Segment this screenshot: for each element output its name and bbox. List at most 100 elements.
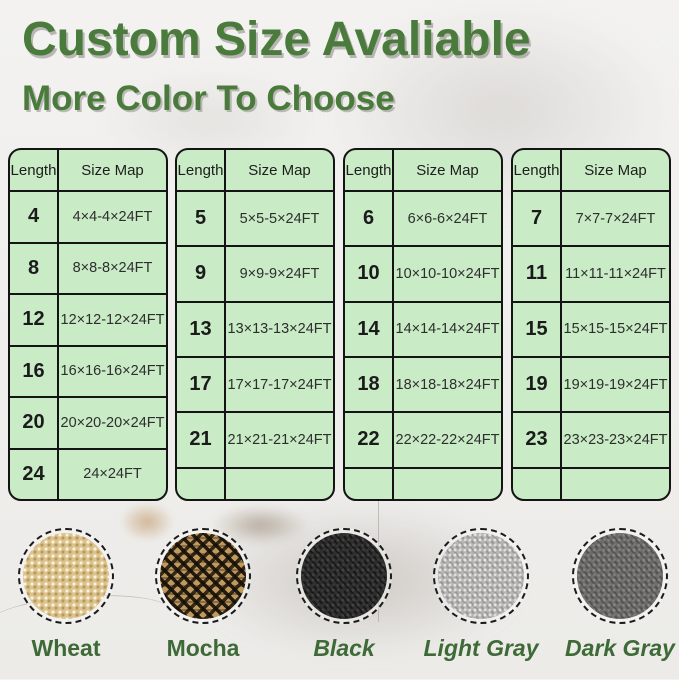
size-map-cell: 9×9-9×24FT bbox=[239, 265, 320, 282]
table-row: 12 12×12-12×24FT bbox=[10, 293, 166, 345]
table-row: 5 5×5-5×24FT bbox=[177, 190, 333, 246]
length-cell: 23 bbox=[513, 413, 562, 467]
size-table-4: Length Size Map 7 7×7-7×24FT 11 11×11-11… bbox=[511, 148, 671, 501]
table-header-row: Length Size Map bbox=[177, 150, 333, 190]
dashed-ring bbox=[18, 528, 114, 624]
table-row: 10 10×10-10×24FT bbox=[345, 245, 501, 301]
table-row: 21 21×21-21×24FT bbox=[177, 411, 333, 467]
swatch-mocha: Mocha bbox=[148, 528, 258, 662]
size-map-cell bbox=[226, 469, 333, 499]
size-map-cell: 21×21-21×24FT bbox=[227, 431, 332, 448]
col-header-size-map: Size Map bbox=[248, 161, 311, 179]
table-row: 24 24×24FT bbox=[10, 447, 166, 499]
size-map-cell: 4×4-4×24FT bbox=[72, 208, 153, 225]
size-map-cell: 23×23-23×24FT bbox=[563, 431, 668, 448]
size-map-cell: 22×22-22×24FT bbox=[395, 431, 500, 448]
length-cell: 19 bbox=[513, 357, 562, 412]
length-cell: 14 bbox=[345, 302, 394, 356]
col-header-length: Length bbox=[177, 150, 226, 190]
size-map-cell: 20×20-20×24FT bbox=[60, 414, 165, 431]
table-row-empty bbox=[177, 466, 333, 499]
length-cell: 4 bbox=[10, 192, 59, 242]
table-row: 4 4×4-4×24FT bbox=[10, 190, 166, 242]
wheat-fabric-sample bbox=[23, 533, 109, 619]
dashed-ring bbox=[433, 528, 529, 624]
length-cell: 6 bbox=[345, 192, 394, 246]
size-map-cell: 24×24FT bbox=[83, 466, 142, 483]
swatch-wheat: Wheat bbox=[11, 528, 121, 662]
col-header-size-map: Size Map bbox=[584, 161, 647, 179]
table-row: 7 7×7-7×24FT bbox=[513, 190, 669, 246]
length-cell: 15 bbox=[513, 302, 562, 356]
col-header-length: Length bbox=[513, 150, 562, 190]
mocha-fabric-sample bbox=[160, 533, 246, 619]
dashed-ring bbox=[155, 528, 251, 624]
size-map-cell bbox=[562, 469, 669, 499]
size-table-2: Length Size Map 5 5×5-5×24FT 9 9×9-9×24F… bbox=[175, 148, 335, 501]
swatch-dark-gray: Dark Gray bbox=[565, 528, 675, 662]
size-table-3: Length Size Map 6 6×6-6×24FT 10 10×10-10… bbox=[343, 148, 503, 501]
size-map-cell bbox=[394, 469, 501, 499]
length-cell: 24 bbox=[10, 449, 59, 499]
col-header-size-map: Size Map bbox=[81, 161, 144, 179]
page-subtitle: More Color To Choose bbox=[22, 79, 395, 118]
size-map-cell: 7×7-7×24FT bbox=[575, 210, 656, 227]
table-header-row: Length Size Map bbox=[345, 150, 501, 190]
length-cell: 12 bbox=[10, 295, 59, 345]
size-table-1: Length Size Map 4 4×4-4×24FT 8 8×8-8×24F… bbox=[8, 148, 168, 501]
swatch-light-gray: Light Gray bbox=[424, 528, 539, 662]
table-row: 6 6×6-6×24FT bbox=[345, 190, 501, 246]
size-map-cell: 18×18-18×24FT bbox=[395, 376, 500, 393]
length-cell bbox=[177, 468, 226, 499]
size-map-cell: 14×14-14×24FT bbox=[395, 321, 500, 338]
table-row: 19 19×19-19×24FT bbox=[513, 355, 669, 412]
swatch-label: Wheat bbox=[31, 635, 101, 661]
length-cell: 11 bbox=[513, 247, 562, 301]
length-cell: 13 bbox=[177, 302, 226, 356]
table-row: 17 17×17-17×24FT bbox=[177, 355, 333, 412]
col-header-length: Length bbox=[10, 150, 59, 190]
length-cell: 22 bbox=[345, 413, 394, 467]
size-map-cell: 8×8-8×24FT bbox=[72, 260, 153, 277]
length-cell bbox=[513, 468, 562, 499]
col-header-size-map: Size Map bbox=[416, 161, 479, 179]
table-header-row: Length Size Map bbox=[513, 150, 669, 190]
size-map-cell: 16×16-16×24FT bbox=[60, 363, 165, 380]
size-map-cell: 15×15-15×24FT bbox=[563, 321, 668, 338]
table-row: 14 14×14-14×24FT bbox=[345, 300, 501, 356]
table-row: 18 18×18-18×24FT bbox=[345, 355, 501, 412]
length-cell: 17 bbox=[177, 357, 226, 412]
length-cell: 7 bbox=[513, 192, 562, 246]
light-gray-fabric-sample bbox=[438, 533, 524, 619]
black-fabric-sample bbox=[301, 533, 387, 619]
size-map-cell: 10×10-10×24FT bbox=[395, 265, 500, 282]
size-map-cell: 12×12-12×24FT bbox=[60, 311, 165, 328]
swatch-black: Black bbox=[289, 528, 399, 662]
table-header-row: Length Size Map bbox=[10, 150, 166, 190]
table-row-empty bbox=[345, 466, 501, 499]
size-map-cell: 17×17-17×24FT bbox=[227, 376, 332, 393]
col-header-length: Length bbox=[345, 150, 394, 190]
size-map-cell: 11×11-11×24FT bbox=[565, 265, 666, 282]
size-map-cell: 6×6-6×24FT bbox=[407, 210, 488, 227]
size-map-cell: 5×5-5×24FT bbox=[239, 210, 320, 227]
swatch-label: Black bbox=[313, 635, 375, 661]
size-map-cell: 13×13-13×24FT bbox=[227, 321, 332, 338]
length-cell: 5 bbox=[177, 192, 226, 246]
page-title: Custom Size Avaliable bbox=[22, 13, 531, 66]
length-cell: 9 bbox=[177, 247, 226, 301]
swatch-label: Dark Gray bbox=[565, 635, 675, 661]
table-row: 11 11×11-11×24FT bbox=[513, 245, 669, 301]
table-row: 22 22×22-22×24FT bbox=[345, 411, 501, 467]
dashed-ring bbox=[296, 528, 392, 624]
length-cell: 10 bbox=[345, 247, 394, 301]
swatch-label: Mocha bbox=[166, 635, 240, 661]
table-row: 23 23×23-23×24FT bbox=[513, 411, 669, 467]
length-cell: 18 bbox=[345, 357, 394, 412]
size-map-cell: 19×19-19×24FT bbox=[563, 376, 668, 393]
table-row: 15 15×15-15×24FT bbox=[513, 300, 669, 356]
length-cell: 21 bbox=[177, 413, 226, 467]
length-cell bbox=[345, 468, 394, 499]
length-cell: 16 bbox=[10, 346, 59, 396]
table-row-empty bbox=[513, 466, 669, 499]
